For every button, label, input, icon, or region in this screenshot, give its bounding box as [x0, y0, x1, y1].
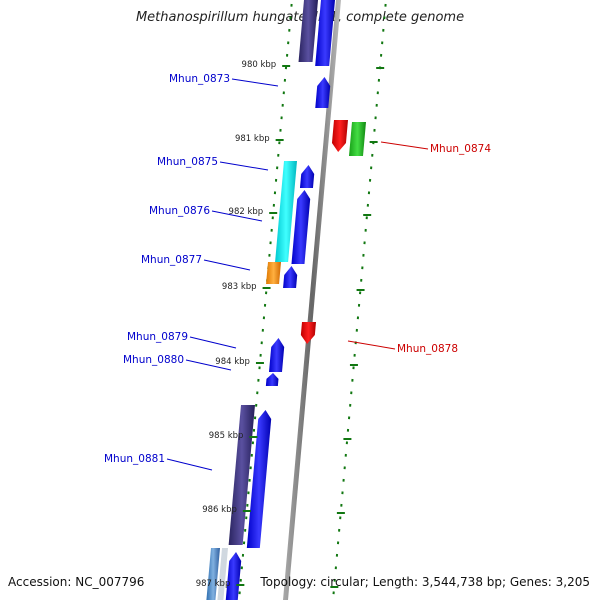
feature-forward-bottom[interactable]: [225, 552, 242, 600]
cds-mhun-0878[interactable]: [300, 322, 316, 344]
feature-steel-bottom[interactable]: [206, 548, 220, 600]
feature-dark-0881[interactable]: [228, 405, 255, 545]
cds-mhun-0880[interactable]: [265, 373, 279, 386]
leader-line: [203, 259, 251, 271]
leader-line: [231, 78, 279, 87]
tick-label: 983 kbp: [222, 282, 257, 292]
accession-text: Accession: NC_007796: [8, 575, 145, 589]
labels-layer: Mhun_0873 Mhun_0875 Mhun_0876 Mhun_0877 Mhun…: [104, 73, 491, 471]
tick-label: 984 kbp: [215, 357, 250, 367]
cds-mhun-0879[interactable]: [268, 338, 285, 372]
leader-line: [189, 336, 237, 349]
gene-label-right[interactable]: Mhun_0878: [397, 343, 458, 355]
cds-mhun-0874[interactable]: [331, 120, 348, 152]
leader-line: [347, 340, 396, 350]
tick-label: 980 kbp: [242, 60, 277, 70]
gene-label-left[interactable]: Mhun_0880: [123, 354, 184, 366]
feature-cyan-0875[interactable]: [275, 161, 297, 262]
map-title: Methanospirillum hungatei JF-1, complete…: [135, 10, 465, 25]
tick-label: 985 kbp: [209, 431, 244, 441]
leader-line: [185, 359, 232, 371]
ticks-layer: 980 kbp 981 kbp 982 kbp 983 kbp 984 kbp 985 k…: [196, 60, 385, 589]
gene-label-left[interactable]: Mhun_0876: [149, 205, 210, 217]
tick-label: 986 kbp: [202, 505, 237, 515]
cds-mhun-0877[interactable]: [283, 266, 298, 288]
genome-summary-text: Topology: circular; Length: 3,544,738 bp…: [260, 575, 590, 589]
genome-backbone: [283, 0, 341, 600]
feature-dark-top[interactable]: [298, 0, 318, 62]
leader-line: [166, 458, 213, 471]
leader-line: [219, 161, 269, 171]
cds-mhun-0876[interactable]: [291, 190, 311, 264]
gene-label-left[interactable]: Mhun_0875: [157, 156, 218, 168]
feature-forward-top[interactable]: [315, 0, 335, 66]
gene-label-left[interactable]: Mhun_0873: [169, 73, 230, 85]
gene-label-left[interactable]: Mhun_0877: [141, 254, 202, 266]
leader-line: [211, 210, 263, 222]
gene-label-right[interactable]: Mhun_0874: [430, 143, 491, 155]
cds-mhun-0875[interactable]: [299, 165, 315, 188]
gene-label-left[interactable]: Mhun_0881: [104, 453, 165, 465]
tick-label: 981 kbp: [235, 134, 270, 144]
leader-line: [380, 141, 429, 150]
cds-mhun-0881[interactable]: [246, 410, 272, 548]
features-layer: [206, 0, 366, 600]
gene-label-left[interactable]: Mhun_0879: [127, 331, 188, 343]
feature-light-bottom[interactable]: [217, 548, 228, 600]
feature-orange-0877[interactable]: [266, 262, 281, 284]
tick-label: 982 kbp: [229, 207, 264, 217]
feature-green-0874[interactable]: [348, 122, 366, 156]
tick-label: 987 kbp: [196, 579, 231, 589]
cds-mhun-0873[interactable]: [315, 77, 331, 108]
